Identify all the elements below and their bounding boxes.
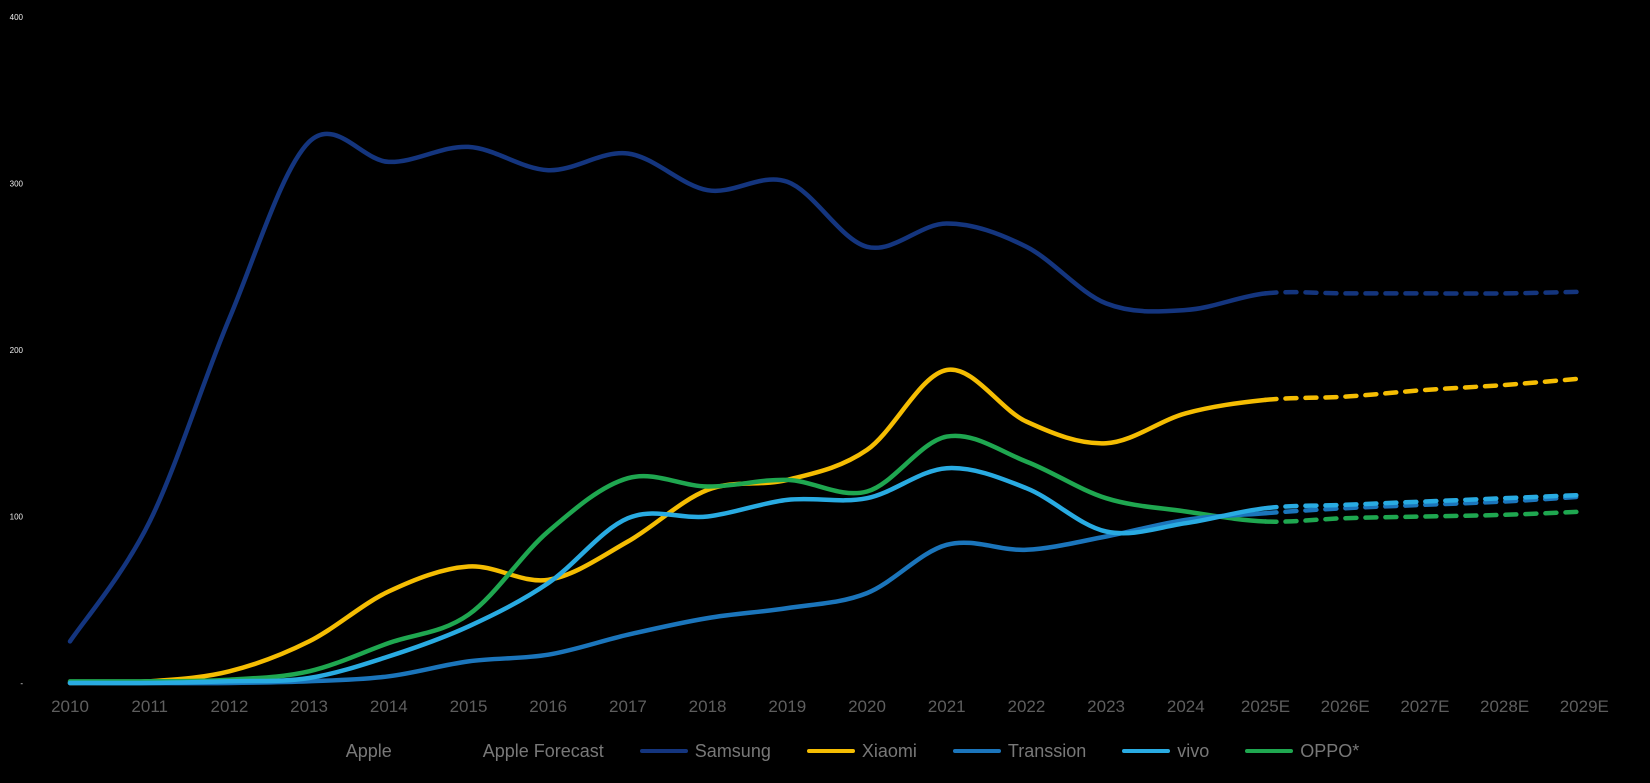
- legend-swatch-samsung: [639, 749, 688, 753]
- series-line-vivo-forecast: [1263, 492, 1587, 511]
- legend-label-vivo: vivo: [1177, 741, 1210, 761]
- x-axis-label-2020: 2020: [848, 697, 886, 716]
- legend-label-samsung: Samsung: [694, 741, 771, 761]
- x-axis-label-2014: 2014: [370, 697, 408, 716]
- x-axis-label-2021: 2021: [928, 697, 966, 716]
- x-axis-label-2010: 2010: [51, 697, 89, 716]
- legend-label-apple: Apple: [345, 741, 392, 761]
- x-axis-label-2022: 2022: [1007, 697, 1045, 716]
- x-axis-label-2027e: 2027E: [1400, 697, 1449, 716]
- x-axis-label-2025e: 2025E: [1241, 697, 1290, 716]
- series-line-samsung: [67, 131, 1268, 644]
- legend-swatch-oppo: [1245, 749, 1294, 753]
- legend-item-oppo: OPPO*: [1245, 739, 1359, 763]
- legend-swatch-vivo: [1122, 749, 1171, 753]
- legend-label-transsion: Transsion: [1007, 741, 1087, 761]
- legend-item-xiaomi: Xiaomi: [806, 739, 917, 763]
- legend-item-samsung: Samsung: [639, 739, 771, 763]
- x-axis-label-2018: 2018: [689, 697, 727, 716]
- legend-label-apple-forecast: Apple Forecast: [482, 741, 604, 761]
- x-axis-label-2028e: 2028E: [1480, 697, 1529, 716]
- x-axis-label-2012: 2012: [210, 697, 248, 716]
- x-axis-label-2023: 2023: [1087, 697, 1125, 716]
- series-line-transsion: [67, 510, 1268, 686]
- series-line-oppo-forecast: [1263, 509, 1587, 524]
- x-axis-label-2016: 2016: [529, 697, 567, 716]
- x-axis-label-2015: 2015: [450, 697, 488, 716]
- legend-label-xiaomi: Xiaomi: [861, 741, 917, 761]
- x-axis-label-2024: 2024: [1167, 697, 1205, 716]
- series-line-xiaomi-forecast: [1263, 376, 1587, 403]
- legend-item-apple: Apple: [290, 739, 392, 763]
- x-axis-label-2013: 2013: [290, 697, 328, 716]
- series-line-samsung-forecast: [1263, 289, 1587, 296]
- series-line-xiaomi: [67, 367, 1268, 686]
- x-axis-label-2017: 2017: [609, 697, 647, 716]
- legend-item-transsion: Transsion: [952, 739, 1087, 763]
- y-axis-tick-label-100: 100: [10, 513, 24, 522]
- series-line-transsion-forecast: [1263, 494, 1587, 516]
- y-axis-tick-label-200: 200: [10, 346, 24, 355]
- x-axis-label-2019: 2019: [768, 697, 806, 716]
- legend-swatch-xiaomi: [806, 749, 855, 753]
- y-axis-tick-label--: -: [20, 679, 23, 688]
- legend: Apple Apple Forecast Samsung Xiaomi Transsio…: [0, 739, 1650, 763]
- x-axis-label-2026e: 2026E: [1321, 697, 1370, 716]
- legend-swatch-apple-forecast: [427, 749, 476, 753]
- legend-swatch-apple: [290, 749, 339, 753]
- series-line-vivo: [67, 465, 1268, 686]
- legend-swatch-transsion: [952, 749, 1001, 753]
- x-axis-label-2029e: 2029E: [1560, 697, 1609, 716]
- legend-label-oppo: OPPO*: [1300, 741, 1360, 761]
- legend-item-apple-forecast: Apple Forecast: [427, 739, 604, 763]
- y-axis-tick-label-300: 300: [10, 180, 24, 189]
- series-line-oppo: [67, 433, 1268, 684]
- y-axis-tick-label-400: 400: [10, 13, 24, 22]
- x-axis-label-2011: 2011: [131, 697, 168, 716]
- legend-item-vivo: vivo: [1122, 739, 1209, 763]
